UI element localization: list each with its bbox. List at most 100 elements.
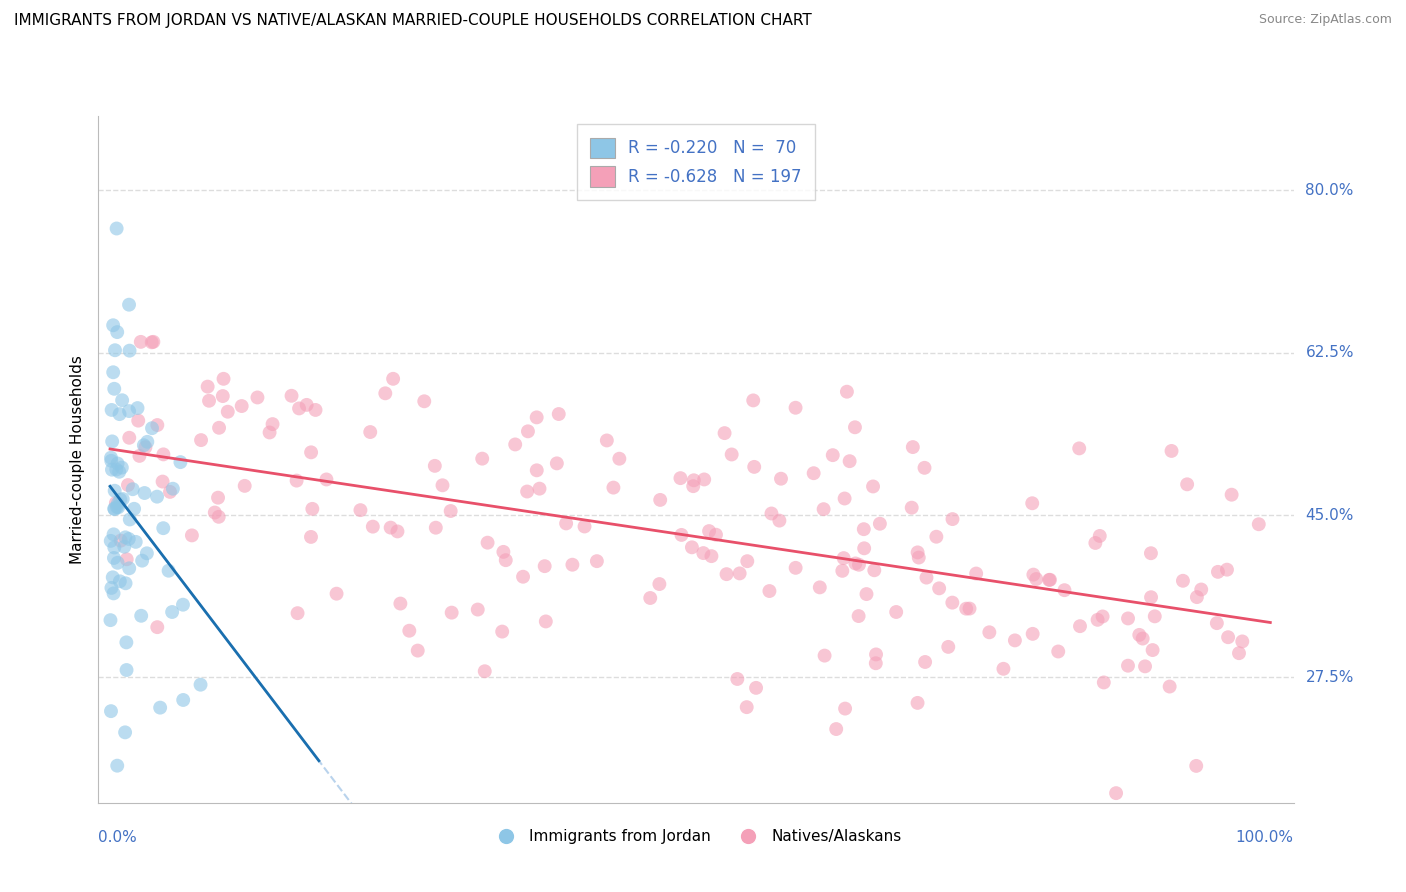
Point <box>1039 573 1062 587</box>
Point <box>979 625 1001 640</box>
Point <box>129 608 152 623</box>
Point <box>425 521 447 535</box>
Point <box>1133 659 1156 673</box>
Point <box>103 382 125 396</box>
Point <box>512 570 534 584</box>
Point <box>928 582 950 596</box>
Point <box>101 570 124 584</box>
Point <box>1132 632 1154 646</box>
Point <box>907 550 929 565</box>
Point <box>127 414 149 428</box>
Point <box>609 451 631 466</box>
Point <box>853 541 876 556</box>
Point <box>134 486 156 500</box>
Point <box>669 471 692 485</box>
Point <box>561 558 583 572</box>
Point <box>1069 619 1091 633</box>
Point <box>862 479 884 493</box>
Point <box>1128 628 1150 642</box>
Point <box>299 530 322 544</box>
Point <box>374 386 396 401</box>
Point <box>180 528 202 542</box>
Point <box>103 551 125 566</box>
Point <box>914 655 936 669</box>
Point <box>533 559 555 574</box>
Point <box>100 450 122 465</box>
Point <box>160 605 183 619</box>
Point <box>697 524 720 538</box>
Point <box>941 596 963 610</box>
Point <box>844 557 866 571</box>
Point <box>1092 675 1115 690</box>
Point <box>131 554 153 568</box>
Text: 62.5%: 62.5% <box>1306 345 1354 360</box>
Point <box>835 384 858 399</box>
Point <box>1069 442 1091 456</box>
Point <box>304 403 326 417</box>
Point <box>104 496 127 510</box>
Point <box>467 602 489 616</box>
Point <box>925 530 948 544</box>
Point <box>104 483 127 498</box>
Text: 80.0%: 80.0% <box>1306 183 1354 198</box>
Point <box>848 609 870 624</box>
Point <box>1022 567 1045 582</box>
Point <box>852 522 875 536</box>
Point <box>107 556 129 570</box>
Point <box>128 449 150 463</box>
Point <box>159 484 181 499</box>
Text: 45.0%: 45.0% <box>1306 508 1354 523</box>
Point <box>1185 759 1208 773</box>
Point <box>863 563 886 577</box>
Point <box>108 465 131 479</box>
Point <box>152 521 174 535</box>
Point <box>288 401 311 416</box>
Point <box>831 564 853 578</box>
Point <box>735 700 758 714</box>
Point <box>149 700 172 714</box>
Point <box>907 545 929 559</box>
Point <box>118 343 141 358</box>
Point <box>586 554 609 568</box>
Point <box>122 501 145 516</box>
Point <box>834 491 856 506</box>
Point <box>103 527 125 541</box>
Point <box>808 580 831 594</box>
Point <box>114 725 136 739</box>
Point <box>118 298 141 312</box>
Point <box>834 701 856 715</box>
Point <box>100 581 122 595</box>
Point <box>1084 536 1107 550</box>
Point <box>285 474 308 488</box>
Point <box>432 478 454 492</box>
Point <box>259 425 281 440</box>
Point <box>477 535 499 549</box>
Point <box>121 482 143 496</box>
Point <box>111 393 134 408</box>
Point <box>529 482 551 496</box>
Point <box>555 516 578 531</box>
Point <box>359 425 381 439</box>
Point <box>941 512 963 526</box>
Point <box>212 372 235 386</box>
Point <box>1088 529 1111 543</box>
Point <box>1216 563 1239 577</box>
Point <box>382 372 405 386</box>
Point <box>197 379 219 393</box>
Point <box>758 584 780 599</box>
Point <box>105 462 128 476</box>
Point <box>720 447 742 461</box>
Point <box>104 343 127 358</box>
Point <box>208 509 231 524</box>
Point <box>387 524 409 539</box>
Point <box>761 507 783 521</box>
Point <box>813 502 835 516</box>
Text: Source: ZipAtlas.com: Source: ZipAtlas.com <box>1258 13 1392 27</box>
Point <box>246 391 269 405</box>
Point <box>884 605 907 619</box>
Point <box>118 561 141 575</box>
Point <box>650 492 672 507</box>
Point <box>105 221 128 235</box>
Point <box>115 635 138 649</box>
Point <box>125 534 148 549</box>
